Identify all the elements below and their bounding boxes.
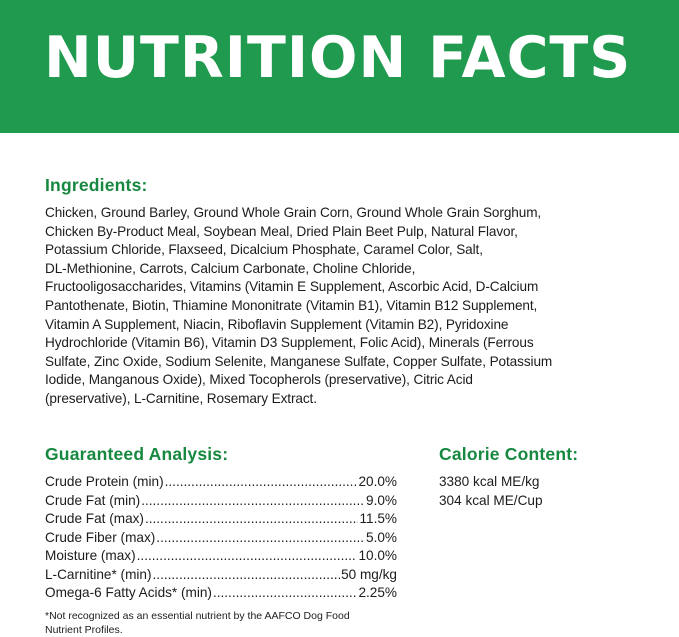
ingredients-line: Chicken By-Product Meal, Soybean Meal, D… xyxy=(45,223,552,242)
dot-leader xyxy=(213,584,358,603)
ingredients-line: Pantothenate, Biotin, Thiamine Mononitra… xyxy=(45,297,552,316)
dot-leader xyxy=(156,529,365,548)
ingredients-line: Sulfate, Zinc Oxide, Sodium Selenite, Ma… xyxy=(45,353,552,372)
analysis-row: Crude Fat (max) 11.5% xyxy=(45,510,397,529)
analysis-row: L-Carnitine* (min) 50 mg/kg xyxy=(45,566,397,585)
analysis-label: Crude Fiber (max) xyxy=(45,529,155,548)
analysis-value: 20.0% xyxy=(358,473,397,492)
analysis-value: 5.0% xyxy=(366,529,397,548)
ingredients-line: Hydrochloride (Vitamin B6), Vitamin D3 S… xyxy=(45,334,552,353)
guaranteed-analysis-table: Crude Protein (min) 20.0% Crude Fat (min) 9… xyxy=(45,473,397,603)
analysis-row: Crude Fat (min) 9.0% xyxy=(45,492,397,511)
footnote-line: Nutrient Profiles. xyxy=(45,624,405,637)
analysis-value: 50 mg/kg xyxy=(341,566,397,585)
ingredients-heading: Ingredients: xyxy=(45,175,148,196)
dot-leader xyxy=(145,510,359,529)
analysis-row: Omega-6 Fatty Acids* (min) 2.25% xyxy=(45,584,397,603)
dot-leader xyxy=(165,473,358,492)
guaranteed-analysis-heading: Guaranteed Analysis: xyxy=(45,444,228,465)
page-title: NUTRITION FACTS xyxy=(44,30,631,87)
footnote-line: *Not recognized as an essential nutrient… xyxy=(45,610,405,624)
analysis-row: Moisture (max) 10.0% xyxy=(45,547,397,566)
analysis-label: Crude Protein (min) xyxy=(45,473,164,492)
analysis-label: L-Carnitine* (min) xyxy=(45,566,152,585)
analysis-label: Crude Fat (min) xyxy=(45,492,140,511)
dot-leader xyxy=(153,566,341,585)
analysis-row: Crude Fiber (max) 5.0% xyxy=(45,529,397,548)
ingredients-line: Vitamin A Supplement, Niacin, Riboflavin… xyxy=(45,316,552,335)
ingredients-line: DL-Methionine, Carrots, Calcium Carbonat… xyxy=(45,260,552,279)
footnote: *Not recognized as an essential nutrient… xyxy=(45,610,405,637)
analysis-value: 9.0% xyxy=(366,492,397,511)
analysis-label: Crude Fat (max) xyxy=(45,510,144,529)
ingredients-line: Chicken, Ground Barley, Ground Whole Gra… xyxy=(45,204,552,223)
calorie-line: 304 kcal ME/Cup xyxy=(439,492,543,511)
analysis-label: Moisture (max) xyxy=(45,547,136,566)
analysis-label: Omega-6 Fatty Acids* (min) xyxy=(45,584,212,603)
analysis-value: 10.0% xyxy=(358,547,397,566)
analysis-value: 2.25% xyxy=(358,584,397,603)
ingredients-line: Fructooligosaccharides, Vitamins (Vitami… xyxy=(45,278,552,297)
header-banner: NUTRITION FACTS xyxy=(0,0,679,133)
calorie-line: 3380 kcal ME/kg xyxy=(439,473,543,492)
analysis-row: Crude Protein (min) 20.0% xyxy=(45,473,397,492)
dot-leader xyxy=(141,492,365,511)
ingredients-line: (preservative), L-Carnitine, Rosemary Ex… xyxy=(45,390,552,409)
analysis-value: 11.5% xyxy=(359,510,397,529)
ingredients-list: Chicken, Ground Barley, Ground Whole Gra… xyxy=(45,204,552,409)
ingredients-line: Iodide, Manganous Oxide), Mixed Tocopher… xyxy=(45,371,552,390)
dot-leader xyxy=(137,547,358,566)
calorie-content-heading: Calorie Content: xyxy=(439,444,578,465)
ingredients-line: Potassium Chloride, Flaxseed, Dicalcium … xyxy=(45,241,552,260)
